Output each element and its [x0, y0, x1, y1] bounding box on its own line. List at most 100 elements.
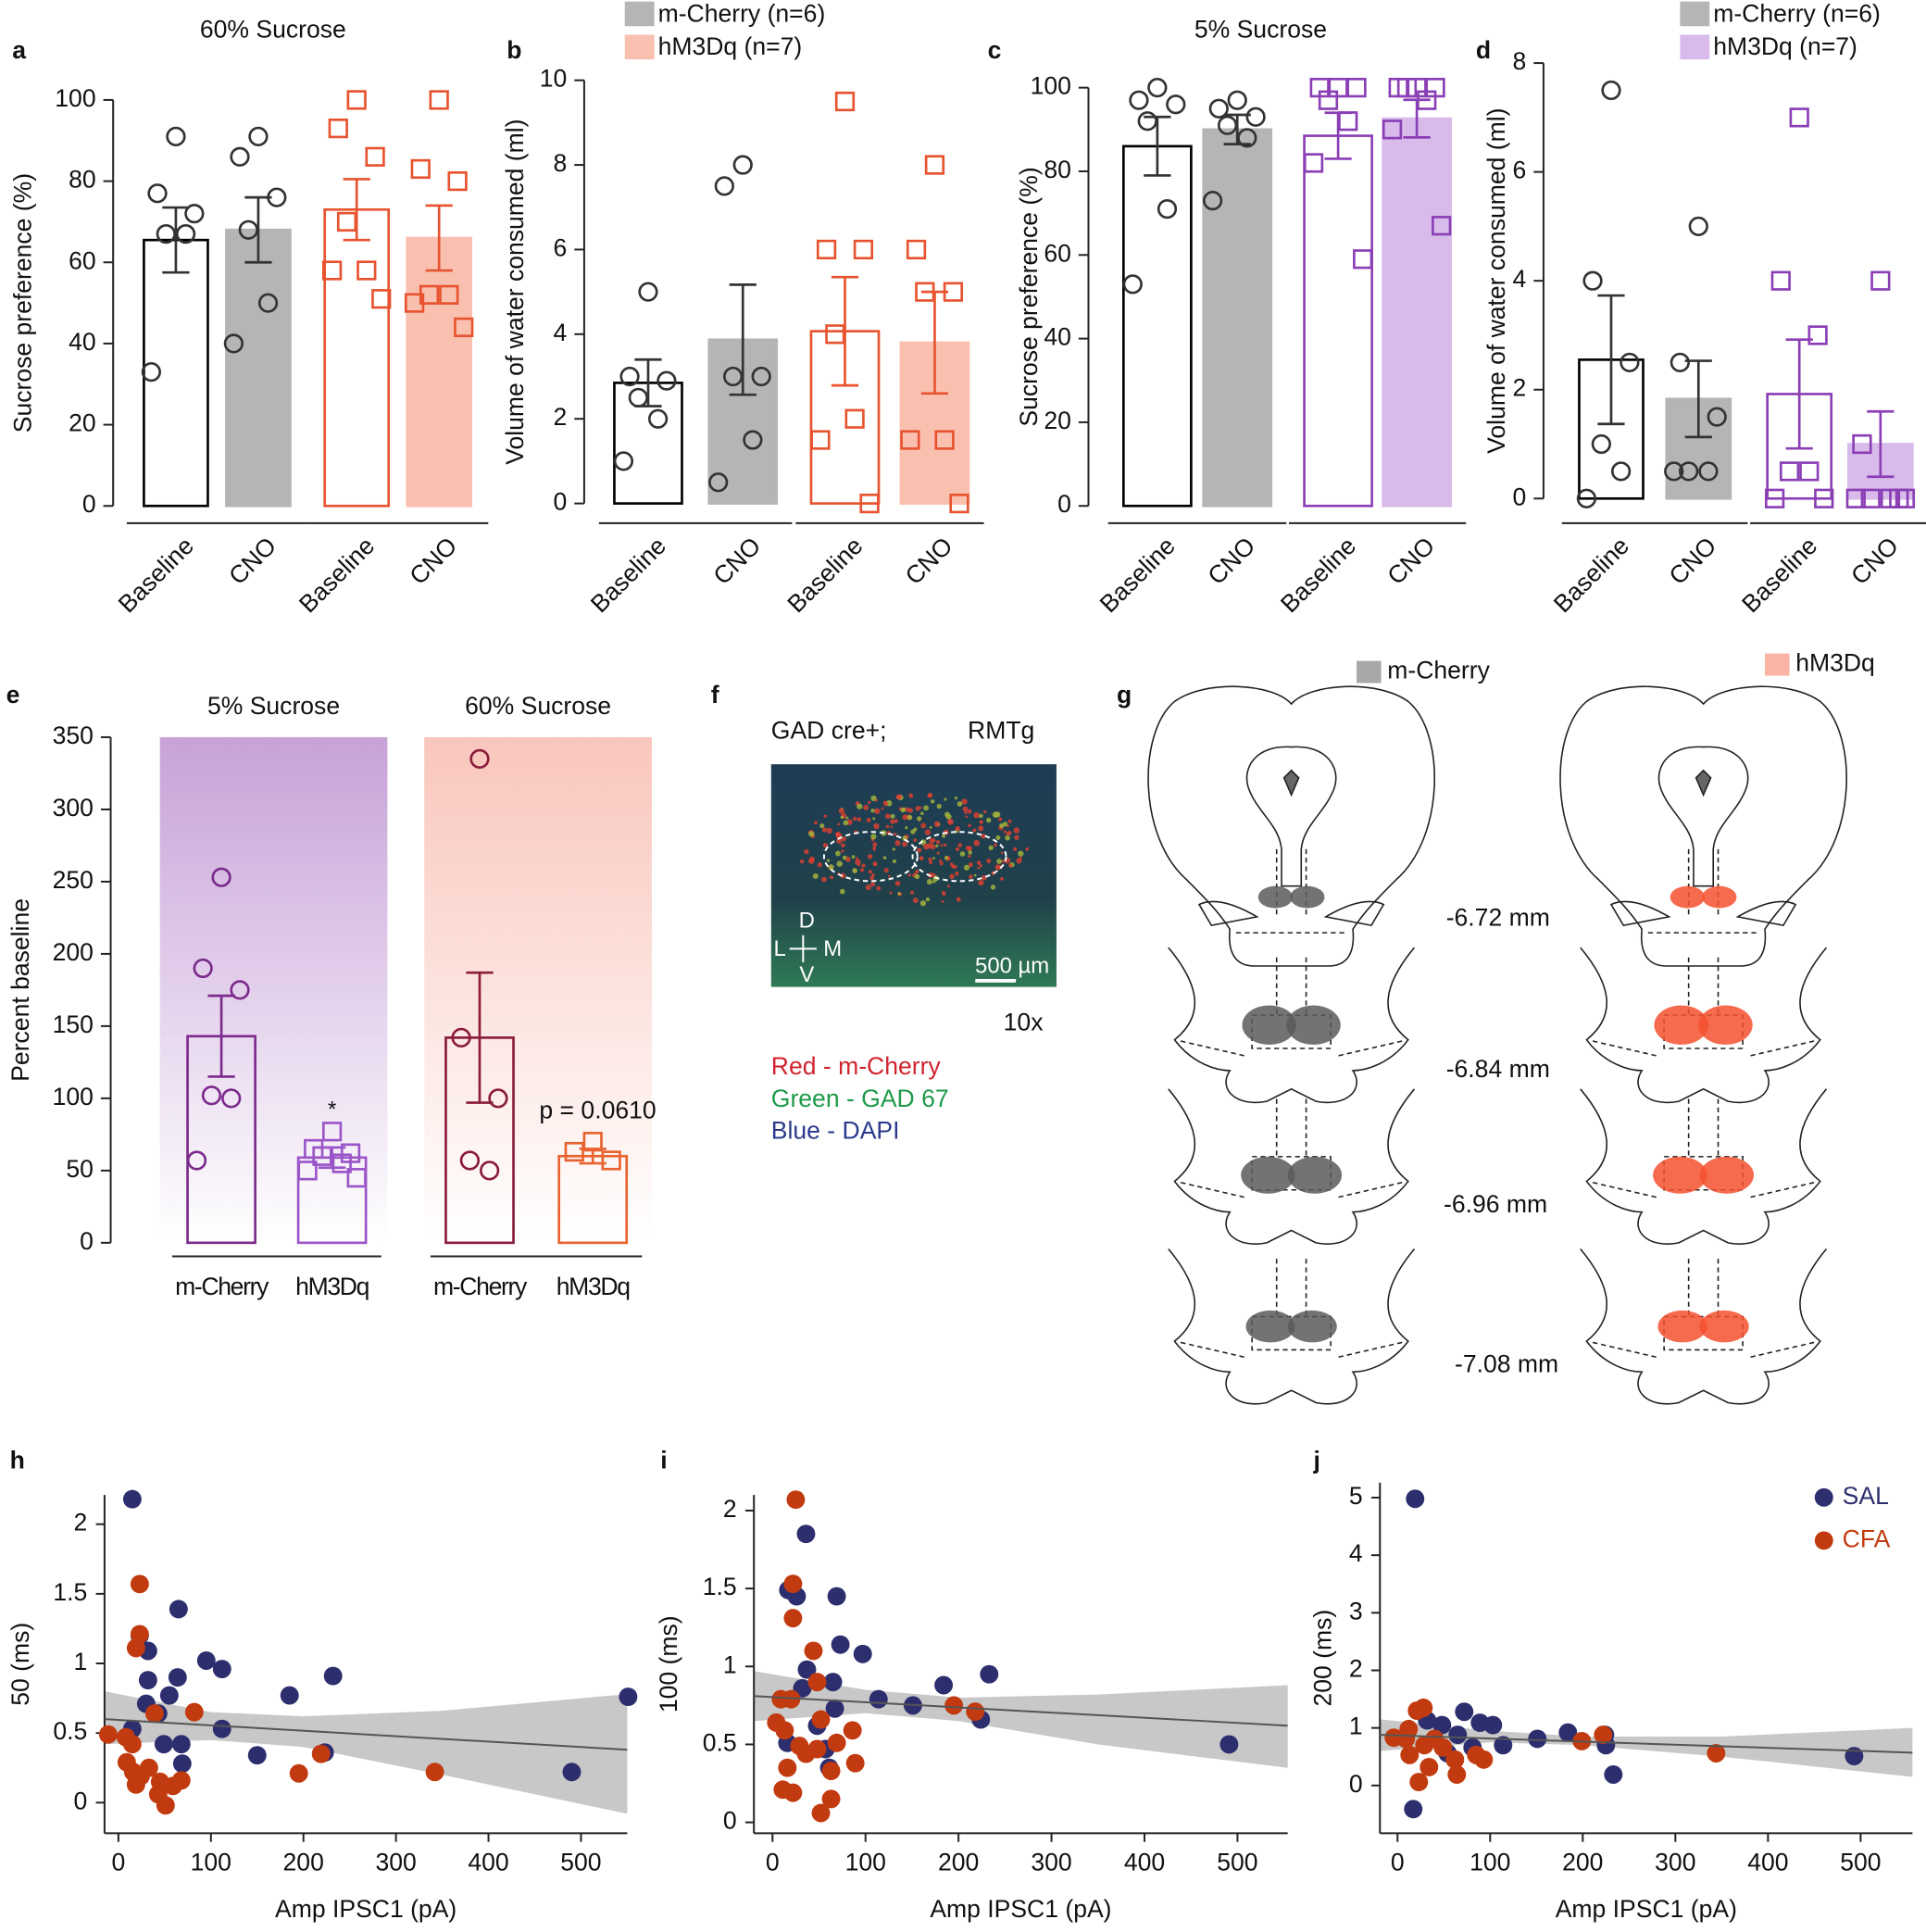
data-point: [1433, 1738, 1453, 1757]
data-point: [1576, 488, 1597, 508]
fluorescence: [843, 820, 849, 826]
data-point: [211, 867, 231, 887]
fluorescence: [856, 857, 859, 860]
data-point: [827, 1733, 846, 1752]
fluorescence: [919, 806, 922, 809]
x-tick-label: 100: [1470, 1849, 1510, 1876]
data-point: [1217, 115, 1238, 135]
data-point: [172, 1754, 192, 1774]
data-point: [1353, 249, 1373, 270]
fluorescence: [986, 859, 992, 864]
x-tick-label: 300: [375, 1849, 416, 1876]
data-point: [647, 408, 669, 429]
data-point: [346, 1168, 367, 1188]
fluorescence: [926, 878, 932, 885]
data-point: [1845, 488, 1866, 508]
fluorescence: [873, 863, 877, 866]
y-tick-label: 2: [554, 403, 568, 431]
data-point: [247, 1746, 267, 1765]
data-point: [1203, 190, 1223, 211]
fluorescence: [883, 868, 889, 873]
fluorescence: [942, 834, 945, 838]
data-point: [1770, 270, 1791, 291]
data-point: [1814, 488, 1834, 508]
y-tick-label: 0: [554, 488, 568, 516]
fluorescence: [841, 836, 846, 842]
fluorescence: [890, 813, 895, 819]
fluorescence: [932, 880, 936, 884]
data-point: [821, 1789, 841, 1809]
data-point: [796, 1524, 816, 1544]
data-point: [230, 980, 250, 1000]
y-tick-label: 0: [723, 1807, 737, 1835]
fluorescence: [902, 814, 908, 821]
x-axis-label: Amp IPSC1 (pA): [930, 1895, 1111, 1923]
data-point: [778, 1758, 797, 1777]
fluorescence: [836, 860, 843, 867]
data-point: [1382, 119, 1403, 140]
fit-line: [1380, 1734, 1913, 1754]
section-level: -6.72 mm: [1446, 904, 1550, 932]
y-tick-label: 200: [53, 938, 94, 966]
data-point: [221, 1088, 242, 1109]
data-point: [844, 408, 865, 429]
fluorescence: [963, 864, 970, 871]
injection-site: [1241, 1156, 1295, 1194]
injection-site: [1287, 1310, 1337, 1343]
bar: [323, 207, 391, 508]
fluorescence: [861, 863, 866, 868]
fluorescence: [955, 825, 960, 832]
data-point: [619, 1687, 638, 1707]
data-point: [425, 1763, 444, 1782]
fluorescence: [982, 809, 987, 814]
y-tick-label: 40: [69, 328, 96, 356]
data-point: [171, 1735, 191, 1754]
channel-label: Green - GAD 67: [771, 1085, 949, 1112]
data-point: [980, 1664, 999, 1684]
fluorescence: [870, 834, 877, 840]
fluorescence: [894, 840, 901, 847]
data-point: [1474, 1750, 1494, 1769]
data-point: [1328, 78, 1348, 98]
legend-marker: [1814, 1531, 1833, 1550]
x-tick-label: CNO: [900, 532, 958, 590]
data-point: [1157, 198, 1178, 220]
annotation: p = 0.0610: [539, 1097, 656, 1124]
y-axis-label: Volume of water consumed (ml): [501, 119, 529, 464]
y-tick-label: 350: [53, 721, 94, 749]
fluorescence: [968, 854, 971, 859]
x-tick-label: 200: [938, 1849, 979, 1876]
fluorescence: [925, 897, 931, 902]
micrograph: [770, 764, 1057, 987]
data-point: [171, 1771, 191, 1790]
data-point: [966, 1702, 985, 1722]
data-point: [1219, 1735, 1239, 1754]
data-point: [743, 430, 763, 450]
fluorescence: [981, 834, 986, 839]
fluorescence: [964, 811, 968, 815]
fluorescence: [836, 837, 843, 844]
fluorescence: [855, 859, 861, 866]
y-axis-label: Volume of water consumed (ml): [1482, 108, 1510, 454]
fluorescence: [905, 826, 908, 830]
data-point: [823, 1673, 843, 1692]
data-point: [1414, 1698, 1433, 1717]
data-point: [1208, 98, 1229, 119]
fluorescence: [799, 859, 805, 864]
data-point: [154, 1735, 173, 1754]
legend-label: CFA: [1843, 1524, 1891, 1552]
data-point: [783, 1783, 803, 1802]
y-axis-label: 50 (ms): [6, 1623, 34, 1706]
fluorescence: [1025, 847, 1030, 851]
data-point: [821, 1762, 841, 1781]
data-point: [1807, 325, 1828, 345]
data-point: [628, 387, 648, 408]
y-tick-label: 50: [66, 1155, 94, 1183]
fluorescence: [826, 827, 832, 834]
data-point: [807, 1739, 827, 1759]
data-point: [1528, 1729, 1547, 1749]
fluorescence: [955, 847, 960, 852]
fluorescence: [938, 859, 942, 862]
data-point: [429, 90, 449, 110]
data-point: [1245, 107, 1266, 127]
